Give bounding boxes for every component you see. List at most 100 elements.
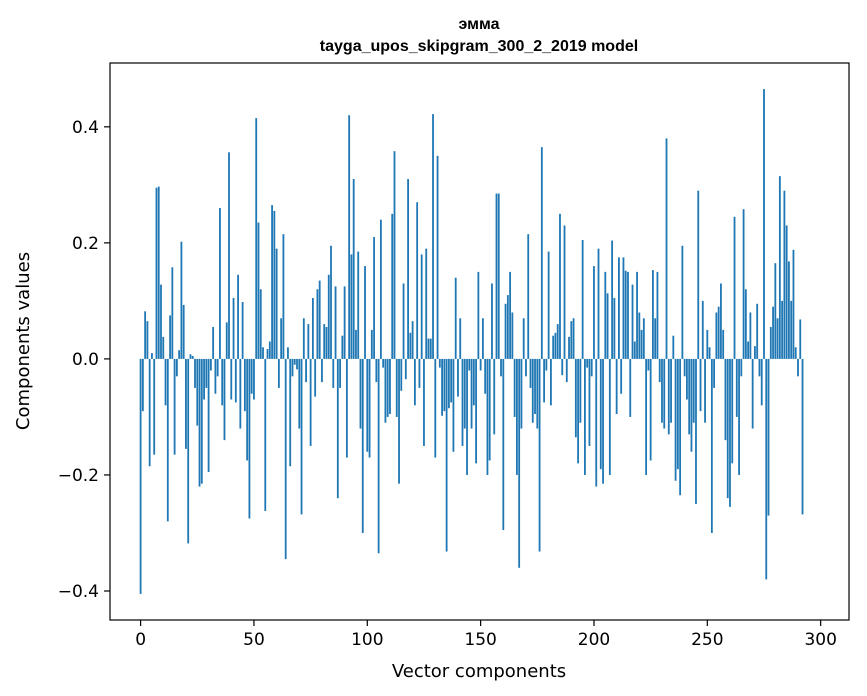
- bar-75: [309, 358, 312, 446]
- bar-120: [411, 321, 414, 359]
- bar-28: [203, 358, 205, 400]
- bar-146: [470, 358, 473, 429]
- x-tick-label-200: 200: [578, 630, 610, 650]
- bar-233: [667, 358, 670, 435]
- bar-20: [185, 358, 187, 449]
- bar-268: [747, 341, 750, 359]
- y-tick-label-2: 0.0: [72, 350, 99, 370]
- bar-90: [343, 286, 346, 359]
- bar-188: [565, 358, 568, 383]
- bar-191: [572, 318, 575, 359]
- bar-118: [407, 179, 409, 359]
- bar-60: [275, 248, 278, 359]
- bar-156: [493, 358, 496, 435]
- bar-137: [450, 358, 453, 403]
- bar-167: [518, 358, 521, 568]
- bar-105: [377, 358, 380, 554]
- bar-67: [291, 358, 294, 377]
- bar-54: [262, 347, 264, 359]
- bar-170: [525, 358, 527, 377]
- bar-57: [268, 341, 271, 359]
- x-tick-label-100: 100: [351, 630, 383, 650]
- bar-5: [151, 353, 153, 359]
- x-tick-label-250: 250: [691, 630, 723, 650]
- bar-153: [486, 358, 489, 475]
- bar-4: [148, 358, 151, 467]
- bar-289: [794, 347, 797, 359]
- bar-53: [259, 289, 262, 359]
- bar-30: [207, 358, 210, 473]
- bar-235: [672, 335, 675, 359]
- bar-227: [654, 318, 657, 359]
- bar-228: [656, 271, 659, 359]
- bar-278: [769, 326, 772, 359]
- bar-221: [640, 329, 643, 359]
- bar-185: [559, 213, 561, 359]
- bar-205: [604, 271, 607, 359]
- bar-232: [665, 138, 668, 359]
- bar-179: [545, 358, 548, 371]
- bar-213: [622, 257, 625, 359]
- bar-243: [690, 358, 693, 452]
- bar-135: [445, 358, 448, 552]
- bar-65: [287, 347, 289, 359]
- bar-41: [232, 297, 235, 359]
- bar-247: [699, 358, 702, 412]
- bar-193: [577, 358, 580, 464]
- bar-276: [765, 358, 768, 580]
- bar-161: [504, 303, 507, 359]
- bar-239: [681, 245, 684, 359]
- bar-49: [250, 358, 253, 394]
- bar-136: [447, 358, 450, 409]
- y-tick-label-1: −0.2: [58, 466, 99, 486]
- bar-98: [361, 358, 364, 533]
- bar-17: [178, 350, 181, 359]
- x-axis-ticks: 0 50 100 150 200 250 300: [135, 620, 837, 650]
- bar-180: [547, 251, 550, 359]
- bar-189: [568, 336, 570, 359]
- bar-7: [155, 187, 158, 359]
- bar-78: [316, 289, 319, 359]
- bar-291: [799, 319, 802, 359]
- bar-261: [731, 358, 734, 464]
- bar-154: [488, 358, 491, 461]
- bar-229: [658, 358, 661, 383]
- bar-106: [379, 219, 382, 359]
- bar-138: [452, 358, 455, 452]
- bar-267: [744, 289, 747, 359]
- bar-2: [144, 311, 147, 359]
- bar-236: [674, 358, 677, 481]
- bar-26: [198, 358, 201, 487]
- bar-63: [282, 234, 285, 359]
- bar-184: [556, 324, 559, 359]
- bar-183: [554, 332, 557, 359]
- bar-12: [166, 358, 169, 522]
- bar-207: [608, 358, 611, 475]
- bar-55: [264, 358, 267, 511]
- bar-72: [302, 318, 305, 359]
- bar-77: [314, 358, 317, 397]
- bar-280: [774, 263, 777, 359]
- y-axis-ticks: −0.4 −0.2 0.0 0.2 0.4: [58, 118, 110, 602]
- x-tick-label-150: 150: [464, 630, 496, 650]
- bar-172: [529, 358, 532, 388]
- bar-126: [425, 248, 428, 359]
- bar-86: [334, 286, 337, 359]
- bar-99: [364, 266, 366, 359]
- bar-270: [751, 358, 754, 429]
- bar-141: [459, 318, 462, 359]
- bar-168: [520, 358, 523, 429]
- bar-187: [563, 225, 566, 359]
- y-axis-label: Components values: [13, 252, 34, 430]
- bar-102: [370, 329, 373, 359]
- bar-124: [420, 254, 423, 359]
- bar-80: [321, 358, 323, 383]
- bar-139: [454, 277, 457, 359]
- bar-142: [461, 358, 464, 446]
- bar-10: [162, 336, 165, 359]
- bar-130: [434, 358, 437, 458]
- bar-74: [307, 324, 310, 359]
- bar-73: [305, 358, 307, 383]
- bar-246: [697, 190, 700, 359]
- bar-101: [368, 358, 371, 458]
